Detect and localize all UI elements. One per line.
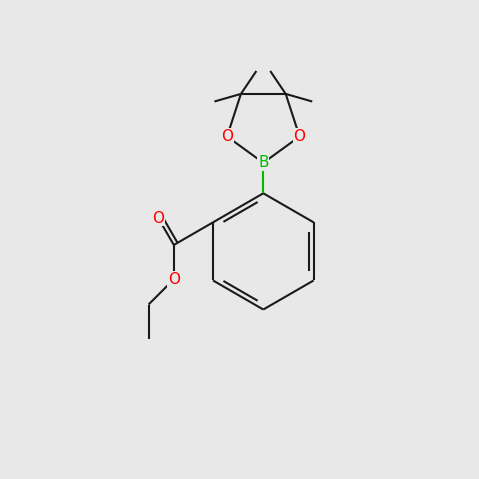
Text: O: O xyxy=(168,272,180,287)
Text: O: O xyxy=(294,129,306,144)
Text: O: O xyxy=(221,129,233,144)
Text: O: O xyxy=(152,211,164,226)
Text: B: B xyxy=(258,155,269,171)
